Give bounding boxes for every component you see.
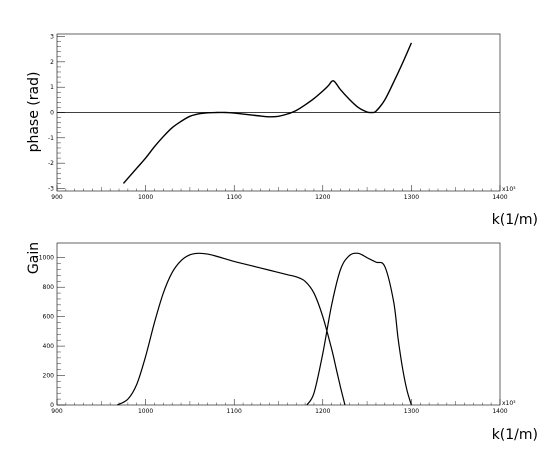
gain-y-tick-label: 200 bbox=[43, 373, 55, 380]
phase-x-multiplier: x10³ bbox=[502, 186, 516, 193]
gain-series-group bbox=[116, 252, 412, 406]
gain-series-line-2 bbox=[306, 252, 412, 406]
phase-x-tick-label: 1000 bbox=[138, 194, 153, 201]
gain-x-axis-label: k(1/m) bbox=[492, 427, 538, 443]
gain-x-tick-label: 1200 bbox=[315, 408, 330, 415]
phase-x-tick-label: 1300 bbox=[404, 194, 419, 201]
phase-x-tick-label: 1100 bbox=[227, 194, 242, 201]
gain-y-axis-label: Gain bbox=[26, 242, 42, 274]
phase-y-tick-label: 1 bbox=[50, 84, 54, 91]
gain-x-multiplier: x10³ bbox=[502, 400, 516, 407]
gain-x-tick-label: 1300 bbox=[404, 408, 419, 415]
gain-x-tick-label: 1100 bbox=[227, 408, 242, 415]
phase-y-tick-label: 3 bbox=[50, 34, 54, 41]
phase-y-tick-label: -2 bbox=[48, 160, 54, 167]
gain-y-tick-label: 800 bbox=[43, 284, 55, 291]
phase-x-tick-label: 1200 bbox=[315, 194, 330, 201]
phase-series-line-1 bbox=[122, 42, 413, 184]
gain-x-tick-label: 1000 bbox=[138, 408, 153, 415]
phase-y-tick-label: -1 bbox=[48, 135, 54, 142]
phase-y-tick-label: 2 bbox=[50, 59, 54, 66]
phase-x-tick-label: 900 bbox=[51, 194, 63, 201]
phase-y-tick-label: -3 bbox=[48, 185, 54, 192]
phase-ticks bbox=[56, 36, 501, 191]
gain-x-tick-label: 1400 bbox=[492, 408, 507, 415]
phase-y-tick-label: 0 bbox=[50, 110, 54, 117]
gain-series-line-1 bbox=[116, 252, 346, 406]
phase-series-group bbox=[122, 42, 413, 184]
gain-tick-labels: 900 1000 1100 1200 1300 1400 0 200 400 600 800 1000 bbox=[39, 255, 508, 415]
gain-y-tick-label: 400 bbox=[43, 343, 55, 350]
gain-y-tick-label: 1000 bbox=[39, 255, 54, 262]
phase-x-tick-label: 1400 bbox=[492, 194, 507, 201]
gain-plot: Gain k(1/m) x10³ 900 1000 1100 1200 1300 1400… bbox=[26, 242, 538, 443]
gain-y-tick-label: 0 bbox=[50, 402, 54, 409]
phase-y-axis-label: phase (rad) bbox=[26, 72, 42, 153]
gain-plot-frame bbox=[56, 242, 501, 406]
gain-x-tick-label: 900 bbox=[51, 408, 63, 415]
gain-ticks bbox=[56, 257, 501, 406]
phase-tick-labels: 900 1000 1100 1200 1300 1400 -3 -2 -1 0 1 2 3 bbox=[48, 34, 508, 201]
gain-y-tick-label: 600 bbox=[43, 314, 55, 321]
phase-plot: phase (rad) k(1/m) x10³ 900 1000 1100 1200 1… bbox=[26, 34, 538, 228]
phase-x-axis-label: k(1/m) bbox=[492, 212, 538, 228]
